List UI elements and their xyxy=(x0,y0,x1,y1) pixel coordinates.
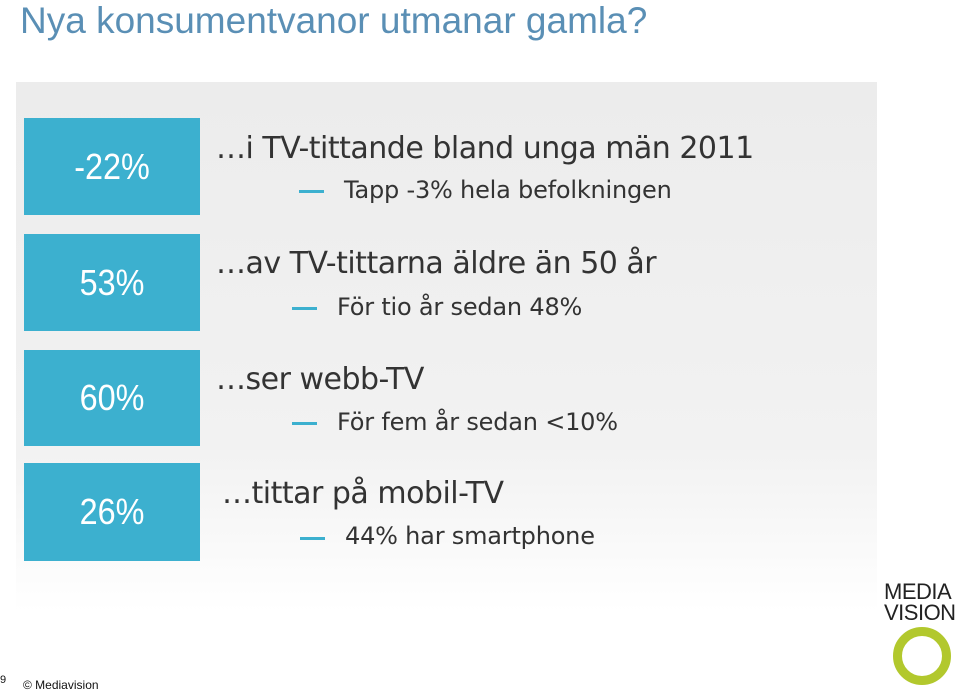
slide-title: Nya konsumentvanor utmanar gamla? xyxy=(20,0,648,41)
bullet-dash xyxy=(292,307,317,310)
stat-box: 26% xyxy=(24,463,200,561)
stat-detail: För tio år sedan 48% xyxy=(337,293,583,321)
stat-value: -22% xyxy=(74,145,150,187)
bullet-dash xyxy=(292,422,317,425)
copyright: © Mediavision xyxy=(23,678,99,692)
logo-line1: MEDIA xyxy=(884,579,952,604)
stat-detail: 44% har smartphone xyxy=(345,522,595,550)
stat-value: 53% xyxy=(79,261,145,303)
logo-ring-icon xyxy=(893,627,951,685)
stat-detail: För fem år sedan <10% xyxy=(337,408,618,436)
stat-detail: Tapp -3% hela befolkningen xyxy=(344,176,672,204)
logo-line2: VISION xyxy=(884,600,956,625)
stat-heading: …i TV-tittande bland unga män 2011 xyxy=(216,131,754,166)
stat-heading: …av TV-tittarna äldre än 50 år xyxy=(216,246,657,281)
stat-box: 60% xyxy=(24,350,200,446)
page-number: 9 xyxy=(0,674,7,686)
stat-box: 53% xyxy=(24,234,200,331)
bullet-dash xyxy=(299,190,324,193)
stat-value: 26% xyxy=(79,491,145,532)
stat-value: 60% xyxy=(79,377,145,418)
bullet-dash xyxy=(300,537,325,540)
stat-heading: …ser webb-TV xyxy=(216,362,424,397)
stat-box: -22% xyxy=(24,118,200,215)
stat-heading: …tittar på mobil-TV xyxy=(222,476,504,511)
